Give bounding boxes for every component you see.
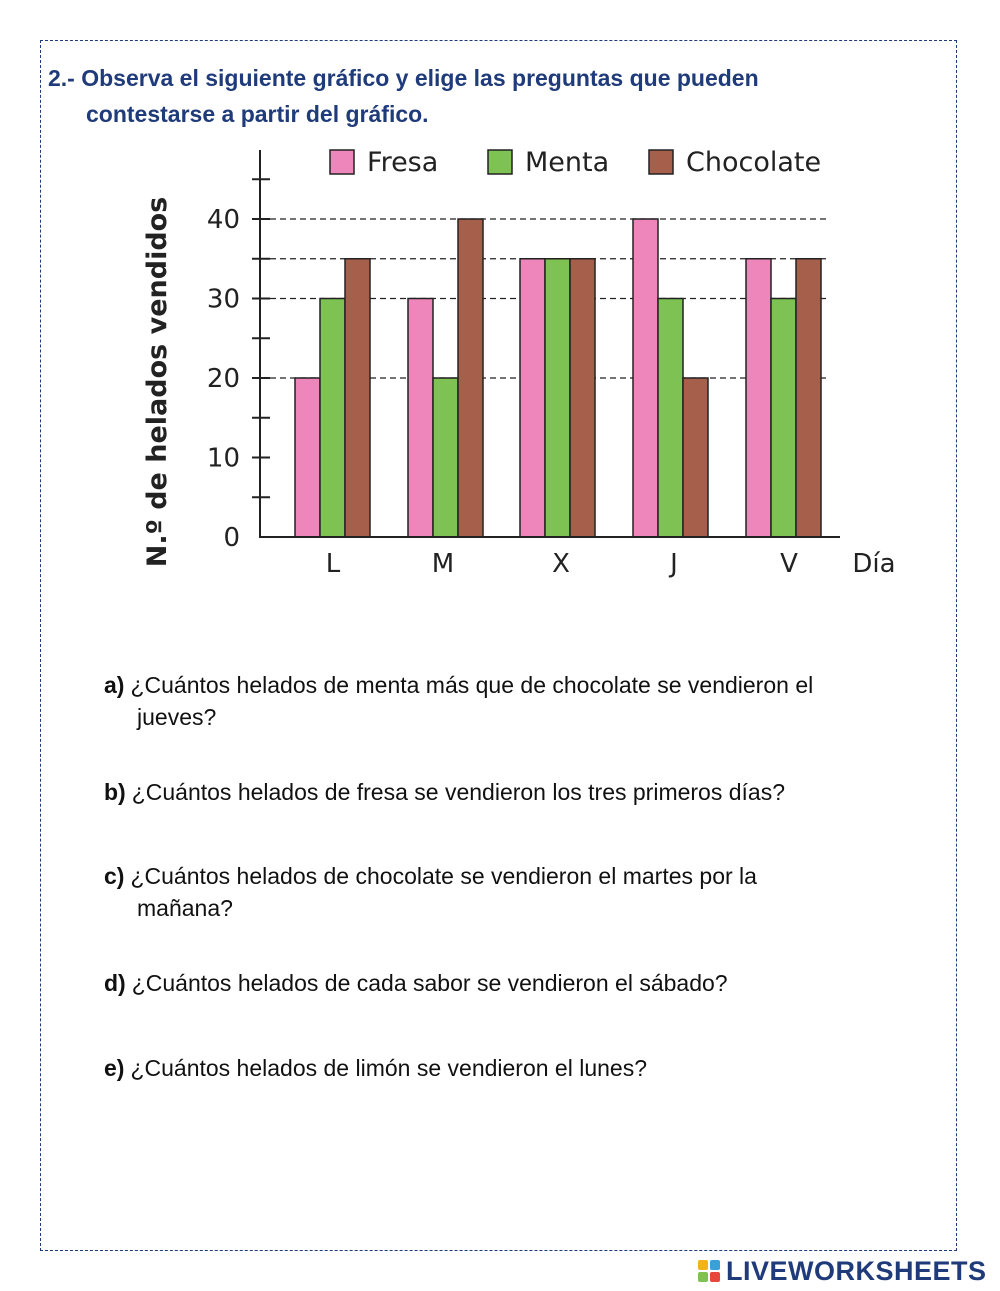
exercise-heading: 2.- Observa el siguiente gráfico y elige…: [48, 60, 948, 132]
question-letter: a): [104, 672, 125, 698]
bar-menta: [657, 297, 684, 538]
question-text: ¿Cuántos helados de chocolate se vendier…: [130, 863, 757, 889]
question-a: a) ¿Cuántos helados de menta más que de c…: [104, 669, 934, 733]
question-d: d) ¿Cuántos helados de cada sabor se vend…: [104, 967, 934, 999]
bar-menta: [319, 297, 346, 538]
logo-square: [698, 1260, 708, 1270]
bar-menta: [432, 377, 459, 538]
x-tick-label: X: [552, 549, 570, 579]
question-letter: e): [104, 1055, 125, 1081]
question-b: b) ¿Cuántos helados de fresa se vendieron…: [104, 776, 934, 808]
bar-menta: [770, 297, 797, 538]
question-letter: d): [104, 970, 126, 996]
y-tick-label: 20: [207, 364, 240, 394]
legend-label-chocolate: Chocolate: [686, 147, 821, 178]
question-text: ¿Cuántos helados de fresa se vendieron l…: [131, 779, 786, 805]
question-text: ¿Cuántos helados de limón se vendieron e…: [130, 1055, 647, 1081]
heading-line-1: 2.- Observa el siguiente gráfico y elige…: [48, 65, 759, 91]
x-axis-label: Día: [852, 549, 895, 579]
question-e: e) ¿Cuántos helados de limón se vendieron…: [104, 1052, 934, 1084]
legend-swatch-menta: [487, 149, 513, 175]
bar-fresa: [632, 218, 659, 538]
bar-chocolate: [344, 258, 371, 538]
y-tick-label: 0: [223, 523, 240, 553]
x-tick-label: V: [780, 549, 798, 579]
question-text: ¿Cuántos helados de cada sabor se vendie…: [131, 970, 728, 996]
y-tick-label: 30: [207, 285, 240, 315]
question-continuation: jueves?: [137, 704, 217, 730]
logo-mark-icon: [698, 1260, 720, 1282]
bar-chart: 0 10 20 30 40 L M X J V Día N.º de helados vendidos…: [142, 147, 896, 579]
bar-chocolate: [795, 258, 822, 538]
y-axis-label: N.º de helados vendidos: [142, 197, 173, 568]
legend-swatch-chocolate: [648, 149, 674, 175]
bar-chocolate: [457, 218, 484, 538]
heading-line-2: contestarse a partir del gráfico.: [86, 101, 429, 127]
logo-square: [710, 1272, 720, 1282]
legend-label-menta: Menta: [525, 147, 609, 178]
question-letter: b): [104, 779, 126, 805]
liveworksheets-logo: LIVEWORKSHEETS: [698, 1256, 987, 1286]
bar-chocolate: [682, 377, 709, 538]
bar-fresa: [519, 258, 546, 538]
logo-square: [698, 1272, 708, 1282]
logo-text: LIVEWORKSHEETS: [726, 1255, 987, 1286]
worksheet-frame: [40, 40, 957, 1251]
legend-swatch-fresa: [329, 149, 355, 175]
y-tick-label: 40: [207, 205, 240, 235]
bar-menta: [544, 258, 571, 538]
legend-label-fresa: Fresa: [367, 147, 438, 178]
question-continuation: mañana?: [137, 895, 233, 921]
question-text: ¿Cuántos helados de menta más que de cho…: [130, 672, 814, 698]
x-tick-label: M: [432, 549, 454, 579]
x-tick-label: J: [668, 549, 678, 579]
question-c: c) ¿Cuántos helados de chocolate se vendi…: [104, 860, 934, 924]
x-tick-label: L: [326, 549, 341, 579]
question-letter: c): [104, 863, 125, 889]
bar-fresa: [745, 258, 772, 538]
bar-fresa: [407, 297, 434, 538]
y-tick-label: 10: [207, 444, 240, 474]
bar-chocolate: [569, 258, 596, 538]
logo-square: [710, 1260, 720, 1270]
bar-fresa: [294, 377, 321, 538]
